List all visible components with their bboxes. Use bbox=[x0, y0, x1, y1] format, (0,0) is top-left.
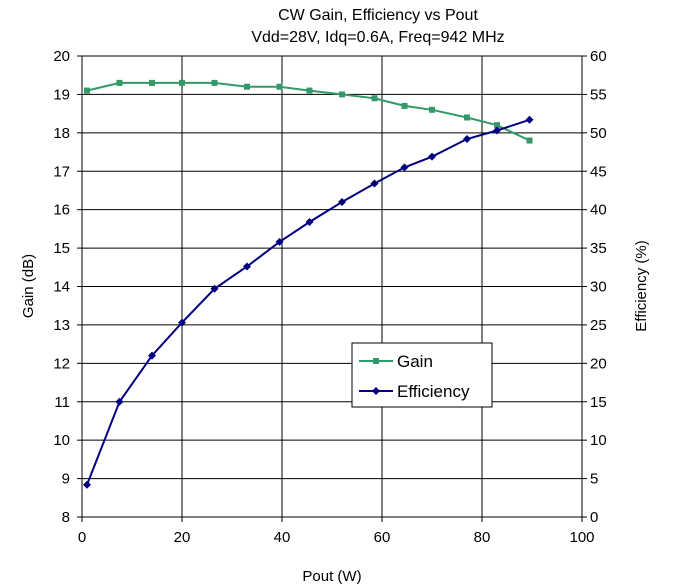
series-efficiency bbox=[83, 115, 534, 489]
y2-tick-label: 60 bbox=[590, 48, 607, 65]
data-point bbox=[243, 262, 251, 271]
data-point bbox=[400, 163, 409, 172]
data-point bbox=[429, 106, 435, 113]
y2-axis-label: Efficiency (%) bbox=[633, 240, 650, 331]
y2-tick-label: 40 bbox=[590, 202, 607, 219]
y2-tick-label: 5 bbox=[590, 471, 598, 488]
y-tick-label: 8 bbox=[62, 509, 70, 526]
chart-subtitle: Vdd=28V, Idq=0.6A, Freq=942 MHz bbox=[251, 29, 504, 46]
data-point bbox=[306, 87, 313, 94]
y-tick-label: 9 bbox=[62, 471, 70, 488]
y-tick-label: 11 bbox=[54, 394, 70, 411]
y2-tick-label: 45 bbox=[590, 163, 607, 180]
data-point bbox=[370, 179, 379, 188]
y-tick-label: 14 bbox=[53, 279, 70, 296]
y2-tick-label: 25 bbox=[590, 317, 607, 334]
data-point bbox=[339, 91, 345, 98]
series bbox=[83, 79, 534, 489]
y-tick-label: 19 bbox=[53, 86, 70, 103]
y-tick-label: 15 bbox=[53, 240, 70, 257]
x-tick-label: 20 bbox=[174, 529, 191, 546]
legend-item-gain: Gain bbox=[359, 352, 433, 371]
legend-label: Efficiency bbox=[397, 382, 470, 401]
y-tick-label: 17 bbox=[53, 163, 70, 180]
data-point bbox=[494, 122, 500, 129]
data-point bbox=[179, 79, 185, 86]
y2-tick-label: 20 bbox=[590, 355, 607, 372]
data-point bbox=[115, 397, 124, 406]
y2-tick-label: 15 bbox=[590, 394, 607, 411]
data-point bbox=[373, 358, 379, 364]
x-tick-label: 60 bbox=[374, 529, 391, 546]
x-tick-label: 40 bbox=[274, 529, 291, 546]
y2-tick-label: 10 bbox=[590, 432, 607, 449]
data-point bbox=[401, 102, 408, 109]
data-point bbox=[371, 95, 378, 102]
data-point bbox=[210, 284, 219, 293]
x-tick-label: 0 bbox=[78, 529, 86, 546]
data-point bbox=[211, 79, 218, 86]
data-point bbox=[525, 115, 534, 124]
y2-tick-label: 30 bbox=[590, 279, 607, 296]
data-point bbox=[275, 237, 284, 246]
data-point bbox=[526, 137, 533, 144]
data-point bbox=[149, 79, 155, 86]
legend-box bbox=[351, 342, 493, 408]
y-tick-label: 13 bbox=[53, 317, 70, 334]
y2-tick-label: 0 bbox=[590, 509, 598, 526]
data-point bbox=[463, 134, 471, 143]
y2-tick-label: 50 bbox=[590, 125, 607, 142]
x-axis-label: Pout (W) bbox=[302, 568, 361, 585]
data-point bbox=[338, 197, 346, 206]
y-tick-label: 18 bbox=[53, 125, 70, 142]
data-point bbox=[148, 351, 156, 360]
y2-tick-label: 35 bbox=[590, 240, 607, 257]
data-point bbox=[493, 126, 501, 135]
legend-item-efficiency: Efficiency bbox=[359, 382, 470, 401]
axes: 8 9 10 11 12 13 14 15 16 17 18 19 20 0 5 10 15 20 25 30 35 40… bbox=[53, 48, 606, 546]
legend-label: Gain bbox=[397, 352, 433, 371]
x-tick-label: 100 bbox=[569, 529, 594, 546]
data-point bbox=[244, 83, 250, 90]
data-point bbox=[83, 480, 91, 489]
y-tick-label: 16 bbox=[53, 202, 70, 219]
data-point bbox=[276, 83, 283, 90]
chart-title: CW Gain, Efficiency vs Pout bbox=[278, 7, 478, 24]
series-gain bbox=[84, 79, 533, 144]
data-point bbox=[464, 114, 470, 121]
data-point bbox=[305, 217, 314, 226]
data-point bbox=[372, 387, 380, 395]
legend: Gain Efficiency bbox=[351, 342, 493, 408]
grid bbox=[82, 56, 582, 517]
y-tick-label: 12 bbox=[53, 355, 70, 372]
data-point bbox=[116, 79, 123, 86]
data-point bbox=[178, 318, 186, 327]
y2-tick-label: 55 bbox=[590, 86, 607, 103]
x-tick-label: 80 bbox=[474, 529, 491, 546]
data-point bbox=[84, 87, 90, 94]
y-tick-label: 20 bbox=[53, 48, 70, 65]
data-point bbox=[428, 152, 436, 161]
y-axis-label: Gain (dB) bbox=[20, 254, 37, 318]
y-tick-label: 10 bbox=[53, 432, 70, 449]
series-line-efficiency bbox=[86, 118, 530, 486]
